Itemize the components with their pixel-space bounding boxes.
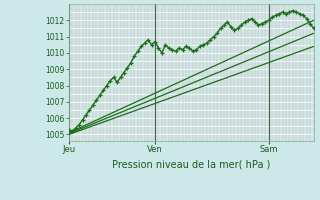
- X-axis label: Pression niveau de la mer( hPa ): Pression niveau de la mer( hPa ): [112, 160, 270, 170]
